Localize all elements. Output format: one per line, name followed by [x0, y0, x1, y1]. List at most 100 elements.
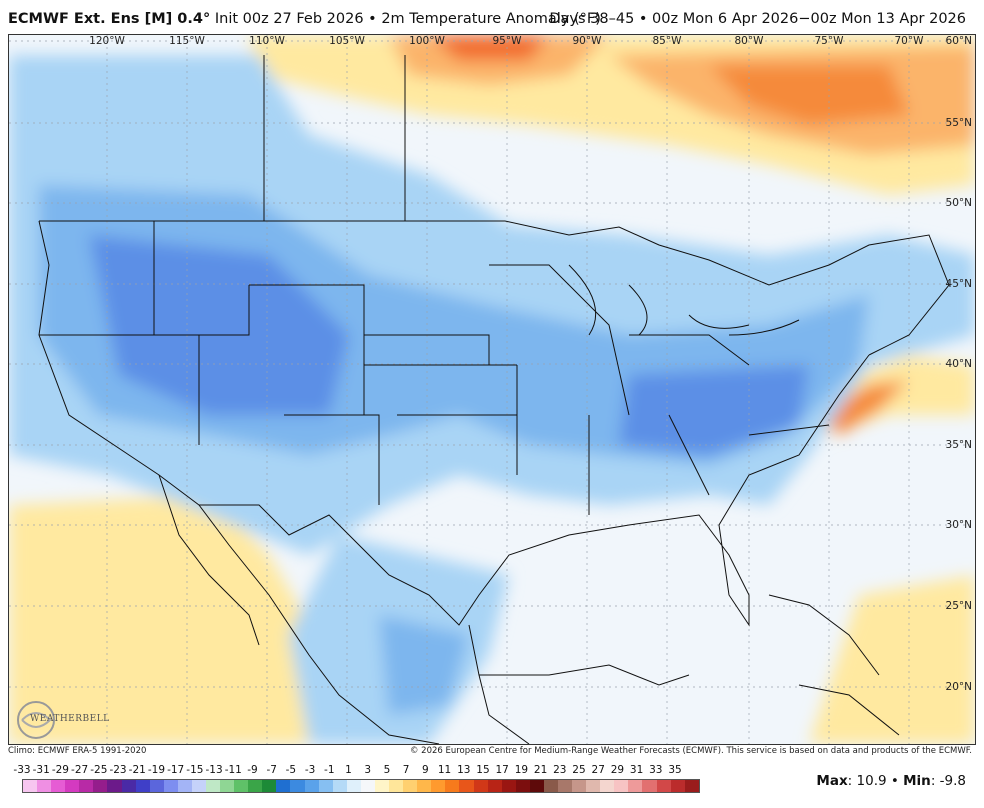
min-label: Min — [903, 773, 931, 789]
colorbar-swatch — [501, 780, 516, 792]
colorbar-swatch — [206, 780, 221, 792]
lon-label: 120°W — [89, 35, 125, 47]
lat-label: 35°N — [945, 439, 972, 451]
map-canvas — [9, 35, 975, 744]
max-min-stats: Max: 10.9 • Min: -9.8 — [816, 773, 966, 789]
lat-label: 20°N — [945, 681, 972, 693]
max-label: Max — [816, 773, 848, 789]
colorbar-swatch — [642, 780, 657, 792]
colorbar-swatch — [234, 780, 249, 792]
colorbar-swatch — [290, 780, 305, 792]
colorbar-swatch — [23, 780, 38, 792]
colorbar-swatch — [304, 780, 319, 792]
colorbar-label: -5 — [285, 764, 297, 776]
colorbar-label: -25 — [90, 764, 108, 776]
colorbar-label: -31 — [32, 764, 50, 776]
colorbar-swatch — [318, 780, 333, 792]
colorbar-swatch — [121, 780, 136, 792]
colorbar-label: 19 — [514, 764, 529, 776]
colorbar-swatch — [487, 780, 502, 792]
colorbar-swatch — [557, 780, 573, 792]
colorbar-label: -7 — [266, 764, 277, 776]
colorbar-label: -11 — [224, 764, 242, 776]
colorbar-label: 7 — [402, 764, 410, 776]
colorbar-swatch — [473, 780, 488, 792]
colorbar-label: 15 — [476, 764, 490, 776]
climo-note: Climo: ECMWF ERA-5 1991-2020 — [8, 746, 147, 756]
colorbar-swatch — [332, 780, 347, 792]
colorbar-label: 33 — [649, 764, 663, 776]
colorbar-swatch — [163, 780, 178, 792]
lat-label: 50°N — [945, 197, 972, 209]
lat-label: 45°N — [945, 278, 972, 290]
colorbar-label: 35 — [668, 764, 682, 776]
colorbar-swatch — [403, 780, 418, 792]
colorbar-swatch — [543, 780, 558, 792]
max-value: : 10.9 — [847, 773, 887, 789]
colorbar-swatch — [51, 780, 66, 792]
colorbar-swatch — [445, 780, 460, 792]
colorbar-label: -3 — [304, 764, 316, 776]
lon-label: 75°W — [814, 35, 844, 47]
colorbar-swatch — [431, 780, 446, 792]
colorbar-swatch — [628, 780, 643, 792]
colorbar-swatch — [248, 780, 263, 792]
colorbar-swatch — [389, 780, 404, 792]
init-info: Init 00z 27 Feb 2026 • 2m Temperature An… — [214, 11, 601, 27]
lat-label: 25°N — [945, 600, 972, 612]
graticule — [9, 35, 975, 744]
colorbar-label: 1 — [345, 764, 352, 776]
lon-label: 90°W — [572, 35, 602, 47]
degree-symbol: ° — [203, 11, 211, 27]
colorbar-swatch — [600, 780, 615, 792]
lon-label: 115°W — [169, 35, 205, 47]
colorbar-swatch — [360, 780, 375, 792]
colorbar-swatch — [417, 780, 432, 792]
colorbar-label: 9 — [421, 764, 429, 776]
colorbar-swatch — [684, 780, 699, 792]
colorbar-swatch — [670, 780, 685, 792]
colorbar-swatch — [262, 780, 277, 792]
colorbar-label: 3 — [364, 764, 372, 776]
colorbar-swatch — [107, 780, 122, 792]
colorbar-swatch — [191, 780, 207, 792]
boundaries — [38, 55, 950, 744]
colorbar-swatch — [135, 780, 150, 792]
lon-label: 105°W — [329, 35, 365, 47]
colorbar-swatch — [149, 780, 164, 792]
stats-separator: • — [886, 773, 904, 789]
model-name: ECMWF Ext. Ens [M] 0.4 — [8, 11, 203, 27]
colorbar-swatch — [79, 780, 94, 792]
colorbar-label: -19 — [147, 764, 166, 776]
colorbar-label: 13 — [457, 764, 471, 776]
colorbar-swatch — [65, 780, 80, 792]
colorbar-label: -27 — [71, 764, 89, 776]
anomaly-shading — [9, 35, 975, 744]
colorbar-swatch — [614, 780, 629, 792]
lon-label: 100°W — [409, 35, 445, 47]
colorbar-label: 29 — [610, 764, 625, 776]
colorbar-swatch — [374, 780, 390, 792]
weatherbell-logo-icon — [17, 701, 55, 739]
logo-text: WEATHERBELL — [30, 714, 110, 724]
colorbar-swatch — [459, 780, 474, 792]
colorbar-swatch — [656, 780, 671, 792]
lon-label: 85°W — [652, 35, 682, 47]
colorbar-swatch — [586, 780, 601, 792]
colorbar-label: -17 — [167, 764, 185, 776]
colorbar-label: -21 — [128, 764, 146, 776]
colorbar-label: 31 — [629, 764, 644, 776]
colorbar-label: -1 — [324, 764, 335, 776]
colorbar-label: 27 — [591, 764, 605, 776]
colorbar-swatch — [93, 780, 108, 792]
valid-period: Days 38–45 • 00z Mon 6 Apr 2026−00z Mon … — [549, 11, 966, 27]
lat-label: 30°N — [945, 519, 972, 531]
colorbar-label: -29 — [51, 764, 69, 776]
colorbar-swatch — [220, 780, 235, 792]
colorbar-swatch — [346, 780, 361, 792]
colorbar-swatch — [572, 780, 587, 792]
lon-label: 70°W — [894, 35, 924, 47]
lon-label: 95°W — [492, 35, 522, 47]
lon-label: 80°W — [734, 35, 764, 47]
colorbar-swatch — [37, 780, 52, 792]
